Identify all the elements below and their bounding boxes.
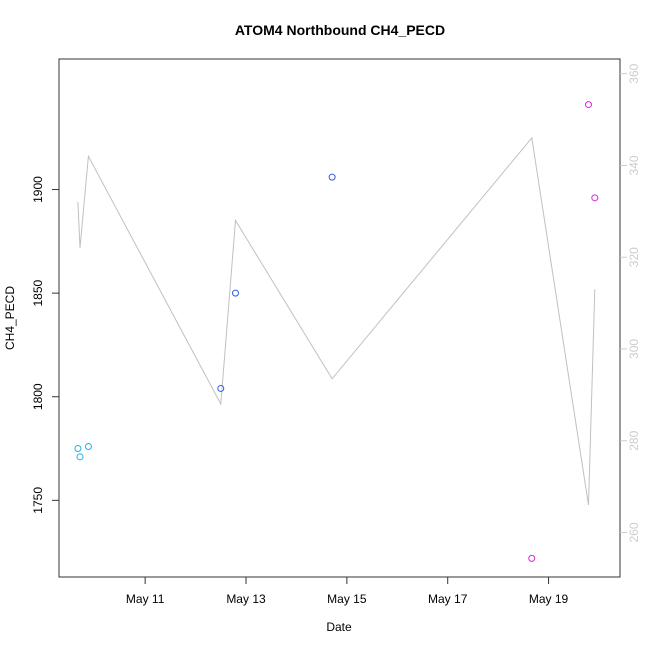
y2-tick-label: 260 (627, 522, 641, 542)
data-point (328, 173, 336, 181)
chart-title: ATOM4 Northbound CH4_PECD (235, 22, 445, 38)
data-point (591, 194, 599, 202)
y2-axis: 260 280 300 320 340 360 (620, 63, 641, 543)
x-tick-label: May 15 (327, 592, 367, 606)
y2-tick-label: 280 (627, 430, 641, 450)
data-point (217, 384, 225, 392)
x-tick-label: May 13 (226, 592, 266, 606)
plot-frame (58, 58, 621, 578)
series-layer (74, 101, 599, 562)
x-tick-label: May 17 (428, 592, 468, 606)
data-point (584, 101, 592, 109)
y2-tick-label: 360 (627, 63, 641, 83)
data-point (231, 289, 239, 297)
y-tick-label: 1800 (31, 383, 45, 410)
y-axis-label: CH4_PECD (3, 286, 17, 350)
x-axis-label: Date (326, 620, 352, 634)
y2-tick-label: 320 (627, 247, 641, 267)
series-line (77, 136, 596, 506)
y-axis: 1750 1800 1850 1900 (31, 176, 59, 514)
x-tick-label: May 11 (126, 592, 165, 606)
y-tick-label: 1850 (31, 279, 45, 306)
y2-tick-label: 300 (627, 339, 641, 359)
y-tick-label: 1750 (31, 487, 45, 514)
x-axis: May 11 May 13 May 15 May 17 May 19 (126, 577, 569, 606)
data-point (528, 554, 536, 562)
y-tick-label: 1900 (31, 176, 45, 203)
x-tick-label: May 19 (529, 592, 569, 606)
data-point (76, 453, 84, 461)
data-point (84, 442, 92, 450)
data-point (74, 445, 82, 453)
y2-tick-label: 340 (627, 155, 641, 175)
